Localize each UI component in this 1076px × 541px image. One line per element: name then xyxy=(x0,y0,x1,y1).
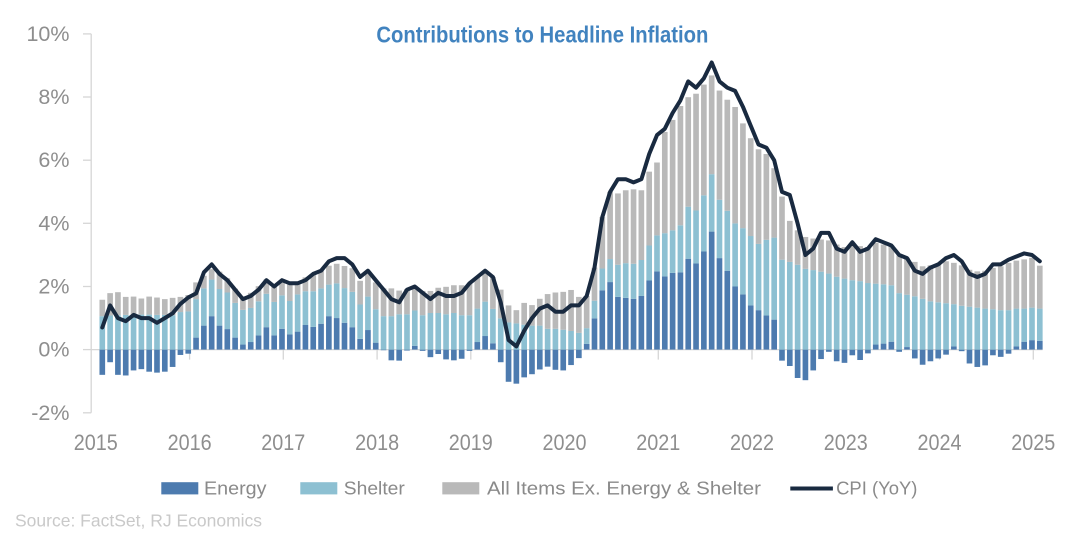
svg-text:2017: 2017 xyxy=(261,430,305,455)
svg-text:2%: 2% xyxy=(38,275,69,299)
svg-text:8%: 8% xyxy=(38,85,69,109)
svg-text:6%: 6% xyxy=(38,148,69,172)
svg-text:2021: 2021 xyxy=(636,430,680,455)
svg-text:2016: 2016 xyxy=(168,430,212,455)
svg-text:CPI (YoY): CPI (YoY) xyxy=(836,478,917,499)
svg-text:2024: 2024 xyxy=(918,430,962,455)
svg-text:0%: 0% xyxy=(38,338,69,362)
svg-text:All Items Ex. Energy & Shelter: All Items Ex. Energy & Shelter xyxy=(487,478,761,499)
svg-text:2025: 2025 xyxy=(1011,430,1055,455)
svg-text:2015: 2015 xyxy=(74,430,118,455)
svg-text:2018: 2018 xyxy=(355,430,399,455)
svg-text:2023: 2023 xyxy=(824,430,868,455)
svg-text:10%: 10% xyxy=(26,22,69,46)
svg-text:Source: FactSet, RJ Economics: Source: FactSet, RJ Economics xyxy=(15,511,262,531)
svg-text:Contributions to Headline Infl: Contributions to Headline Inflation xyxy=(376,22,708,48)
svg-text:4%: 4% xyxy=(38,211,69,235)
svg-text:2020: 2020 xyxy=(543,430,587,455)
svg-text:2022: 2022 xyxy=(730,430,774,455)
svg-text:-2%: -2% xyxy=(31,401,69,425)
svg-text:Shelter: Shelter xyxy=(344,478,405,499)
svg-text:Energy: Energy xyxy=(204,478,267,499)
svg-text:2019: 2019 xyxy=(449,430,493,455)
